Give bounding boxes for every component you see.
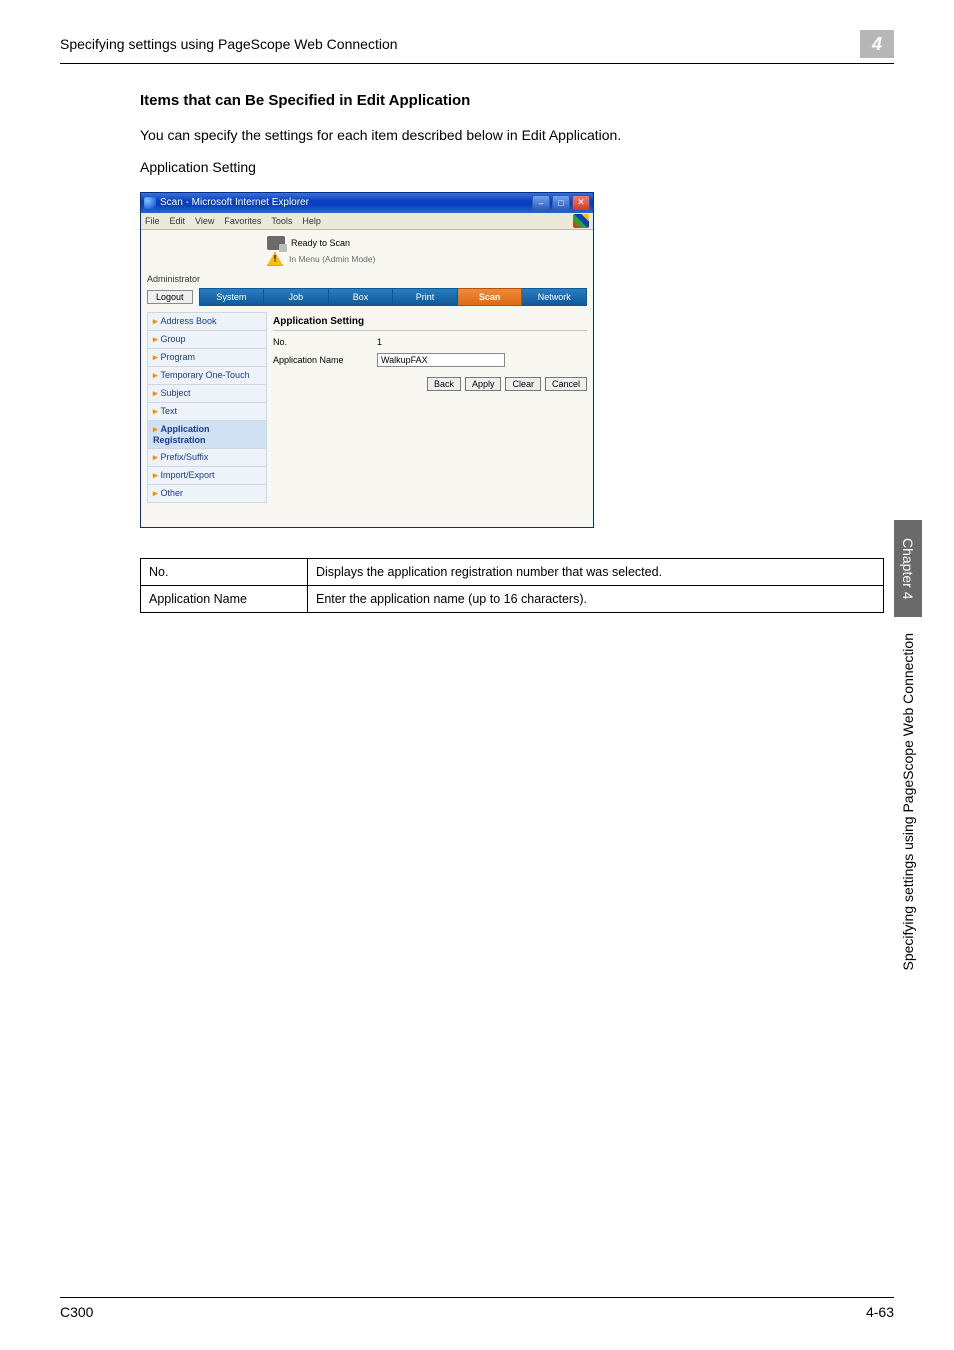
table-cell-value: Displays the application registration nu… [308,558,884,585]
cancel-button[interactable]: Cancel [545,377,587,391]
sidebar: ▸Address Book ▸Group ▸Program ▸Temporary… [147,312,267,503]
menu-view[interactable]: View [195,216,214,226]
tab-job[interactable]: Job [264,288,329,306]
form-value-no: 1 [377,337,382,347]
footer-left: C300 [60,1304,93,1320]
page-header-chapter: 4 [860,30,894,58]
section-intro: You can specify the settings for each it… [140,125,884,145]
description-table: No. Displays the application registratio… [140,558,884,613]
maximize-button[interactable]: □ [552,195,570,211]
tab-network[interactable]: Network [522,288,587,306]
window-titlebar: Scan - Microsoft Internet Explorer – □ ✕ [141,193,593,213]
table-cell-key: No. [141,558,308,585]
page-header-title: Specifying settings using PageScope Web … [60,36,398,52]
clear-button[interactable]: Clear [505,377,541,391]
apply-button[interactable]: Apply [465,377,502,391]
tab-system[interactable]: System [199,288,265,306]
tab-scan[interactable]: Scan [458,288,523,306]
side-chapter-text: Specifying settings using PageScope Web … [894,625,922,979]
device-icon [267,236,285,250]
ie-flag-icon [573,214,589,228]
close-button[interactable]: ✕ [572,195,590,211]
menu-file[interactable]: File [145,216,160,226]
sidebar-item-import-export[interactable]: ▸Import/Export [147,467,267,485]
table-row: No. Displays the application registratio… [141,558,884,585]
sidebar-item-subject[interactable]: ▸Subject [147,385,267,403]
warning-icon [267,252,283,266]
table-row: Application Name Enter the application n… [141,585,884,612]
section-sub: Application Setting [140,157,884,177]
table-cell-value: Enter the application name (up to 16 cha… [308,585,884,612]
menu-help[interactable]: Help [302,216,321,226]
in-menu-text: In Menu (Admin Mode) [289,254,375,264]
tab-box[interactable]: Box [329,288,394,306]
minimize-button[interactable]: – [532,195,550,211]
role-label: Administrator [147,274,587,284]
section-title: Items that can Be Specified in Edit Appl… [140,92,884,109]
form-label-appname: Application Name [273,355,363,365]
menu-tools[interactable]: Tools [271,216,292,226]
panel-title: Application Setting [273,312,587,331]
status-text: Ready to Scan [291,238,350,248]
back-button[interactable]: Back [427,377,461,391]
menu-edit[interactable]: Edit [170,216,186,226]
tab-print[interactable]: Print [393,288,458,306]
sidebar-item-address-book[interactable]: ▸Address Book [147,312,267,331]
sidebar-item-group[interactable]: ▸Group [147,331,267,349]
header-rule [60,63,894,64]
sidebar-item-prefix-suffix[interactable]: ▸Prefix/Suffix [147,449,267,467]
sidebar-item-program[interactable]: ▸Program [147,349,267,367]
form-label-no: No. [273,337,363,347]
side-chapter-tab: Chapter 4 [894,520,922,617]
footer-right: 4-63 [866,1304,894,1320]
sidebar-item-temporary-one-touch[interactable]: ▸Temporary One-Touch [147,367,267,385]
menu-favorites[interactable]: Favorites [224,216,261,226]
window-title-text: Scan - Microsoft Internet Explorer [160,197,309,208]
sidebar-item-text[interactable]: ▸Text [147,403,267,421]
table-cell-key: Application Name [141,585,308,612]
logout-button[interactable]: Logout [147,290,193,304]
application-name-input[interactable] [377,353,505,367]
ie-icon [144,197,156,209]
sidebar-item-other[interactable]: ▸Other [147,485,267,503]
browser-window: Scan - Microsoft Internet Explorer – □ ✕… [140,192,594,528]
sidebar-item-application-registration[interactable]: ▸Application Registration [147,421,267,449]
browser-menubar: File Edit View Favorites Tools Help [141,213,593,230]
